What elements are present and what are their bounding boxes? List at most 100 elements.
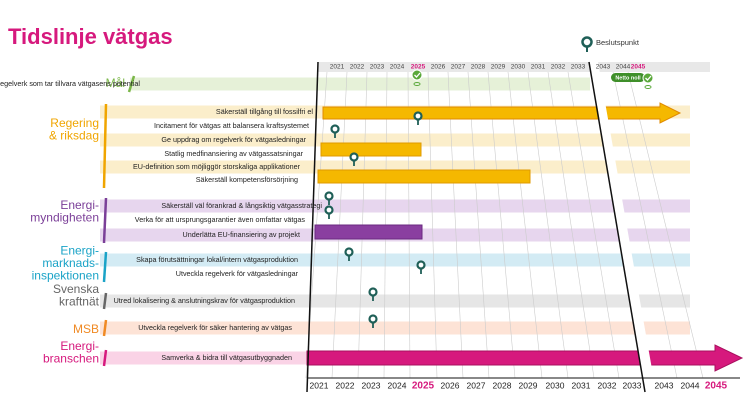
- year-label-top: 2025: [411, 64, 426, 71]
- row-text: Ett regelverk som tar tillvara vätgasens…: [0, 79, 140, 88]
- row-text: Säkerställ kompetensförsörjning: [196, 175, 298, 184]
- year-label-top: 2030: [511, 64, 526, 71]
- row-band: [100, 160, 690, 174]
- decision-point: [344, 247, 354, 261]
- row-band: [100, 213, 690, 227]
- row-band: [100, 133, 690, 147]
- year-label-bottom: 2027: [467, 380, 486, 390]
- year-label-top: 2029: [491, 64, 506, 71]
- grid-line: [547, 71, 595, 379]
- check: [645, 75, 652, 81]
- year-label-bottom: 2025: [412, 381, 435, 392]
- row-text: Utred lokalisering & anslutningskrav för…: [114, 296, 295, 305]
- pin-shadow: [413, 82, 421, 86]
- row-text: Säkerställ tillgång till fossilfri el: [216, 107, 313, 116]
- year-label-bottom: 2031: [572, 380, 591, 390]
- year-label-bottom: 2029: [519, 380, 538, 390]
- row-text: Underlätta EU-finansiering av projekt: [183, 230, 300, 239]
- group-label: branschen: [43, 351, 99, 365]
- pin: [349, 152, 359, 162]
- row-band: [100, 253, 690, 267]
- arrow-bar: [306, 344, 744, 372]
- year-label-top: 2045: [631, 64, 646, 71]
- pin: [324, 191, 334, 201]
- grid-line: [427, 71, 438, 379]
- group-label: inspektionen: [32, 269, 99, 283]
- bar: [317, 169, 531, 184]
- row-band: [130, 77, 590, 91]
- row-band: [100, 294, 690, 308]
- group-label: MSB: [73, 322, 99, 336]
- group-label: Regering: [50, 116, 99, 130]
- pin: [330, 124, 340, 134]
- year-label-bottom: 2045: [705, 381, 728, 392]
- year-label-bottom: 2043: [655, 380, 674, 390]
- decision-point: [330, 124, 340, 138]
- row-text: Incitament för vätgas att balansera kraf…: [154, 121, 309, 130]
- decision-point: [413, 111, 423, 125]
- pin: [416, 260, 426, 270]
- group-label: Energi-: [60, 244, 99, 258]
- group-accent: [102, 292, 108, 310]
- year-label-bottom: 2044: [681, 380, 700, 390]
- axis-line: [306, 61, 319, 393]
- year-label-top: 2024: [390, 64, 405, 71]
- group-accent: [102, 251, 108, 283]
- row-band: [100, 119, 690, 133]
- legend: Beslutspunkt: [581, 36, 640, 52]
- year-label-top: 2033: [571, 64, 586, 71]
- check: [414, 72, 421, 78]
- row-text: Utveckla regelverk för vätgasledningar: [176, 269, 299, 278]
- pin: [368, 287, 378, 297]
- year-label-top: 2044: [616, 64, 631, 71]
- row-band: [100, 321, 690, 335]
- decision-point: [349, 152, 359, 166]
- group-label: Svenska: [53, 282, 99, 296]
- bar: [314, 224, 423, 240]
- decision-point: [411, 69, 423, 86]
- grid-line: [612, 71, 678, 379]
- group-accent: [102, 103, 108, 189]
- grid-line: [527, 71, 569, 379]
- year-label-bottom: 2022: [336, 380, 355, 390]
- group-label: Mål: [106, 76, 125, 90]
- row-band: [100, 267, 690, 281]
- decision-point: [324, 191, 334, 205]
- pin-check: [642, 72, 654, 84]
- row-text: Verka för att ursprungsgarantier även om…: [135, 215, 306, 224]
- decision-point: [642, 72, 654, 89]
- grid-line: [627, 71, 704, 379]
- year-label-top: 2032: [551, 64, 566, 71]
- year-label-top: 2023: [370, 64, 385, 71]
- row-text: Samverka & bidra till vätgasutbyggnaden: [161, 353, 292, 362]
- row-text: EU-definition som möjliggör storskaliga …: [133, 162, 301, 171]
- year-label-bottom: 2028: [493, 380, 512, 390]
- pin-check: [411, 69, 423, 81]
- year-label-top: 2022: [350, 64, 365, 71]
- axis-break: [590, 62, 656, 392]
- row-text: Ge uppdrag om regelverk för vätgaslednin…: [161, 135, 306, 144]
- row-text: Skapa förutsättningar lokal/intern vätga…: [136, 255, 298, 264]
- pin: [344, 247, 354, 257]
- axis-line: [588, 61, 646, 393]
- row-text: Statlig medfinansiering av vätgassatsnin…: [164, 149, 303, 158]
- grid-line: [567, 71, 620, 379]
- year-strip: [318, 62, 710, 72]
- title: Tidslinje vätgas: [8, 24, 173, 49]
- group-accent: [102, 197, 108, 244]
- decision-point: [368, 314, 378, 328]
- pin-shadow: [644, 85, 652, 89]
- decision-point: [416, 260, 426, 274]
- year-label-bottom: 2032: [598, 380, 617, 390]
- group-label: marknads-: [42, 256, 99, 270]
- year-label-top: 2021: [330, 64, 345, 71]
- year-label-bottom: 2023: [362, 380, 381, 390]
- year-label-top: 2026: [431, 64, 446, 71]
- year-label-bottom: 2030: [546, 380, 565, 390]
- year-label-top: 2028: [471, 64, 486, 71]
- row-text: Säkerställ väl förankrad & långsiktig vä…: [161, 201, 322, 210]
- grid-line: [487, 71, 516, 379]
- grid-line: [447, 71, 464, 379]
